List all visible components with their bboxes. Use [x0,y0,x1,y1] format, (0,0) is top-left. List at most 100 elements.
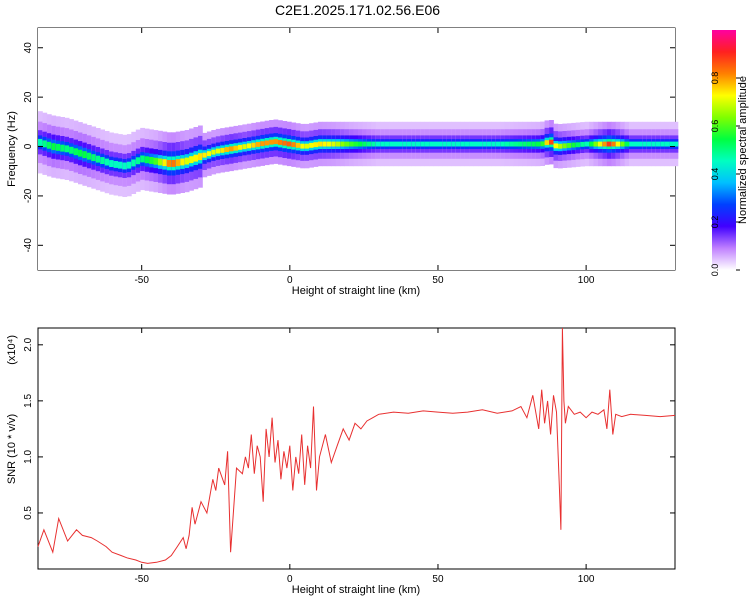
spectrogram-cell [446,141,452,147]
spectrogram-cell [478,141,483,147]
spectrogram-cell [615,141,621,147]
spectrogram-cell [273,139,279,145]
snr-data [37,327,676,564]
spectrogram-xtick-label: 50 [432,275,444,286]
spectrogram-cell [78,149,83,157]
spectrogram-cell [633,141,639,147]
spectrogram-cell [158,158,163,166]
spectrogram-cell [340,141,345,147]
spectrogram-cell [69,146,74,154]
spectrogram-panel: -50 0 50 100 -40 -20 0 20 40 Height of straight … [6,27,679,297]
spectrogram-cell [406,141,412,147]
spectrogram-xtick-label: -50 [134,275,149,286]
spectrogram-cell [331,141,337,147]
spectrogram-cell [140,155,145,163]
spectrogram-cell [566,143,572,148]
spectrogram-cell [366,141,372,147]
spectrogram-cell [326,141,332,147]
spectrogram-cell [442,141,448,147]
spectrogram-cell [206,151,212,157]
spectrogram-cell [193,154,199,162]
spectrogram-cell [655,141,661,147]
spectrogram-cell [180,158,185,166]
spectrogram-ytick-label: -20 [23,188,34,203]
spectrogram-cell [318,141,323,147]
colorbar-gradient [712,30,736,270]
spectrogram-cell [375,141,381,147]
spectrogram-cell [455,141,461,147]
spectrogram-cell [402,141,408,147]
spectrogram-cell [460,141,465,147]
spectrogram-ytick-label: 20 [23,91,34,103]
spectrogram-cell [153,157,159,165]
spectrogram-cell [562,143,568,149]
spectrogram-cell [371,141,377,147]
spectrogram-cell [286,141,292,147]
snr-xtick-label: 100 [578,574,595,585]
spectrogram-cell [175,159,181,167]
colorbar-tick-label: 0.0 [710,264,720,277]
spectrogram-cell [438,141,443,147]
spectrogram-cell [278,140,283,145]
spectrogram-cell [451,141,457,147]
spectrogram-cell [198,153,203,161]
spectrogram-cell [504,141,510,147]
spectrogram-cell [482,141,488,147]
spectrogram-axes: -50 0 50 100 -40 -20 0 20 40 [23,28,675,286]
spectrogram-cell [242,144,248,150]
snr-series-line [37,327,676,564]
spectrogram-cell [144,156,150,164]
spectrogram-cell [429,141,434,147]
spectrogram-cell [162,159,168,167]
colorbar-tick-label: 0.2 [710,216,720,229]
spectrogram-cell [300,143,305,149]
spectrogram-cell [358,141,363,147]
spectrogram-cell [220,147,225,153]
spectrogram-cell [469,141,474,147]
spectrogram-cell [393,141,399,147]
spectrogram-cell [122,162,128,170]
spectrogram-cell [51,143,57,151]
spectrogram-cell [669,141,674,147]
spectrogram-cell [224,147,230,152]
spectrogram-cell [95,155,101,163]
spectrogram-xtick-label: 100 [578,275,595,286]
spectrogram-cell [309,142,314,148]
spectrogram-cell [535,141,541,147]
spectrogram-cell [509,141,514,147]
colorbar: 0.0 0.2 0.4 0.6 0.8 Normalized spectral ampl… [710,30,749,276]
spectrogram-cell [602,141,608,147]
spectrogram-cell [171,160,177,167]
spectrogram-cell [513,141,519,147]
spectrogram-cell [184,157,190,165]
spectrogram-cell [304,143,310,149]
spectrogram-cell [149,157,154,164]
spectrogram-cell [411,141,417,147]
snr-xtick-label: 50 [432,574,444,585]
spectrogram-ylabel: Frequency (Hz) [6,111,18,187]
spectrogram-cell [473,141,479,147]
spectrogram-cell [344,141,350,147]
spectrogram-cell [46,141,52,149]
spectrogram-ytick-label: -40 [23,238,34,253]
snr-panel: -50 0 50 100 0.5 1.0 1.5 2.0 Height of straight… [6,327,676,596]
spectrogram-cell [229,146,234,152]
spectrogram-cell [82,151,88,159]
spectrogram-cell [624,141,630,147]
spectrogram-cell [531,141,537,147]
spectrogram-cell [664,141,670,147]
spectrogram-cell [282,140,288,146]
spectrogram-cell [335,141,341,147]
snr-xlabel: Height of straight line (km) [292,584,420,596]
spectrogram-cell [349,141,354,147]
snr-ytick-label: 0.5 [23,506,34,520]
spectrogram-cell [673,141,679,147]
spectrogram-cell [86,152,92,160]
spectrogram-cell [522,141,528,147]
snr-axes: -50 0 50 100 0.5 1.0 1.5 2.0 [23,328,675,585]
spectrogram-cell [291,142,297,148]
spectrogram-cell [202,152,208,158]
spectrogram-ytick-label: 40 [23,42,34,54]
spectrogram-cell [104,158,110,166]
